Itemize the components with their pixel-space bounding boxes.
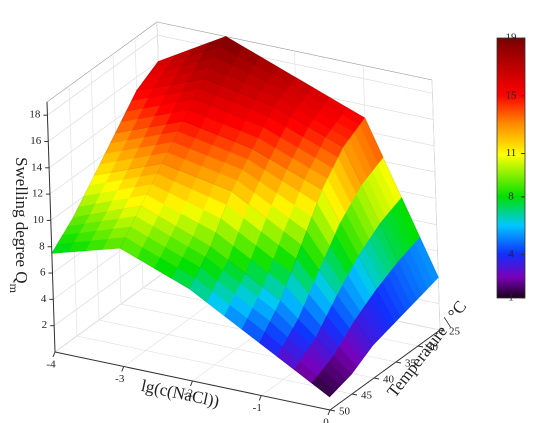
surface	[51, 35, 439, 398]
y-tick-label: 30	[427, 342, 439, 354]
y-tick	[439, 329, 446, 332]
x-tick	[258, 395, 262, 401]
axis-line	[329, 329, 441, 411]
x-tick-label: -3	[115, 373, 125, 385]
z-tick-label: 8	[39, 240, 45, 252]
z-tick-label: 18	[29, 109, 41, 121]
z-tick-label: 6	[40, 267, 46, 279]
y-tick	[373, 377, 380, 380]
surface-patch	[397, 255, 423, 301]
surface-cell	[93, 120, 184, 176]
mesh-line	[343, 117, 439, 301]
surface-cell	[280, 244, 374, 375]
surface-patch	[376, 281, 401, 324]
y-tick	[417, 345, 424, 348]
surface-patch	[311, 376, 336, 398]
x-tick-label: -1	[253, 402, 262, 414]
colorbar-tick-label: 1	[508, 292, 514, 304]
colorbar	[496, 37, 526, 299]
axis-line	[54, 351, 331, 411]
surface-cell	[204, 36, 296, 107]
x-tick	[327, 409, 331, 416]
y-tick	[395, 361, 402, 364]
x-tick	[121, 366, 125, 372]
colorbar-tick-label: 15	[506, 89, 518, 101]
grid-line	[68, 85, 353, 395]
surface-patch	[333, 346, 358, 375]
x-tick	[52, 351, 56, 358]
y-tick-label: 50	[339, 406, 351, 418]
surface-patch	[354, 311, 379, 346]
axes: 2 4 6 8 10 12 14 16 18 -4 -3 -2 -1 0 25 30 35 40 45 50	[29, 101, 461, 423]
surface-cell	[259, 300, 352, 398]
x-tick	[190, 380, 193, 387]
y-tick-label: 40	[383, 374, 395, 386]
z-tick-label: 2	[42, 319, 48, 331]
x-tick-label: 0	[323, 417, 329, 423]
surface-cell	[321, 146, 417, 324]
z-tick-label: 10	[33, 214, 45, 226]
z-tick-label: 4	[41, 293, 47, 305]
y-tick	[351, 393, 358, 396]
z-axis-title: Swelling degree Qm	[7, 157, 31, 294]
z-tick-label: 16	[30, 135, 42, 147]
y-tick	[329, 409, 336, 412]
y-tick-label: 25	[449, 326, 461, 338]
colorbar-tick-label: 8	[508, 190, 514, 202]
axis-line	[46, 101, 56, 353]
colorbar-tick-label: 11	[506, 147, 517, 159]
surface-cell	[231, 148, 323, 246]
x-tick-label: -4	[46, 359, 56, 371]
y-tick-label: 35	[405, 358, 417, 370]
surface-cell	[114, 78, 206, 134]
z-tick-label: 12	[32, 188, 43, 200]
x-axis-title: lg(c(NaCl))	[140, 376, 222, 411]
colorbar-tick-label: 19	[506, 32, 518, 44]
surface-cell	[72, 163, 163, 218]
z-tick-label: 14	[31, 161, 43, 173]
y-tick-label: 45	[361, 390, 373, 402]
surface-cell	[343, 117, 439, 301]
colorbar-tick-label: 4	[508, 248, 514, 260]
surface-cell	[301, 188, 396, 346]
z-title-sub: m	[7, 284, 21, 294]
surface-cell	[183, 78, 275, 150]
surface-cell	[252, 106, 344, 191]
x-tick-label: -2	[184, 388, 193, 400]
z-title-main: Swelling degree Q	[12, 157, 31, 284]
